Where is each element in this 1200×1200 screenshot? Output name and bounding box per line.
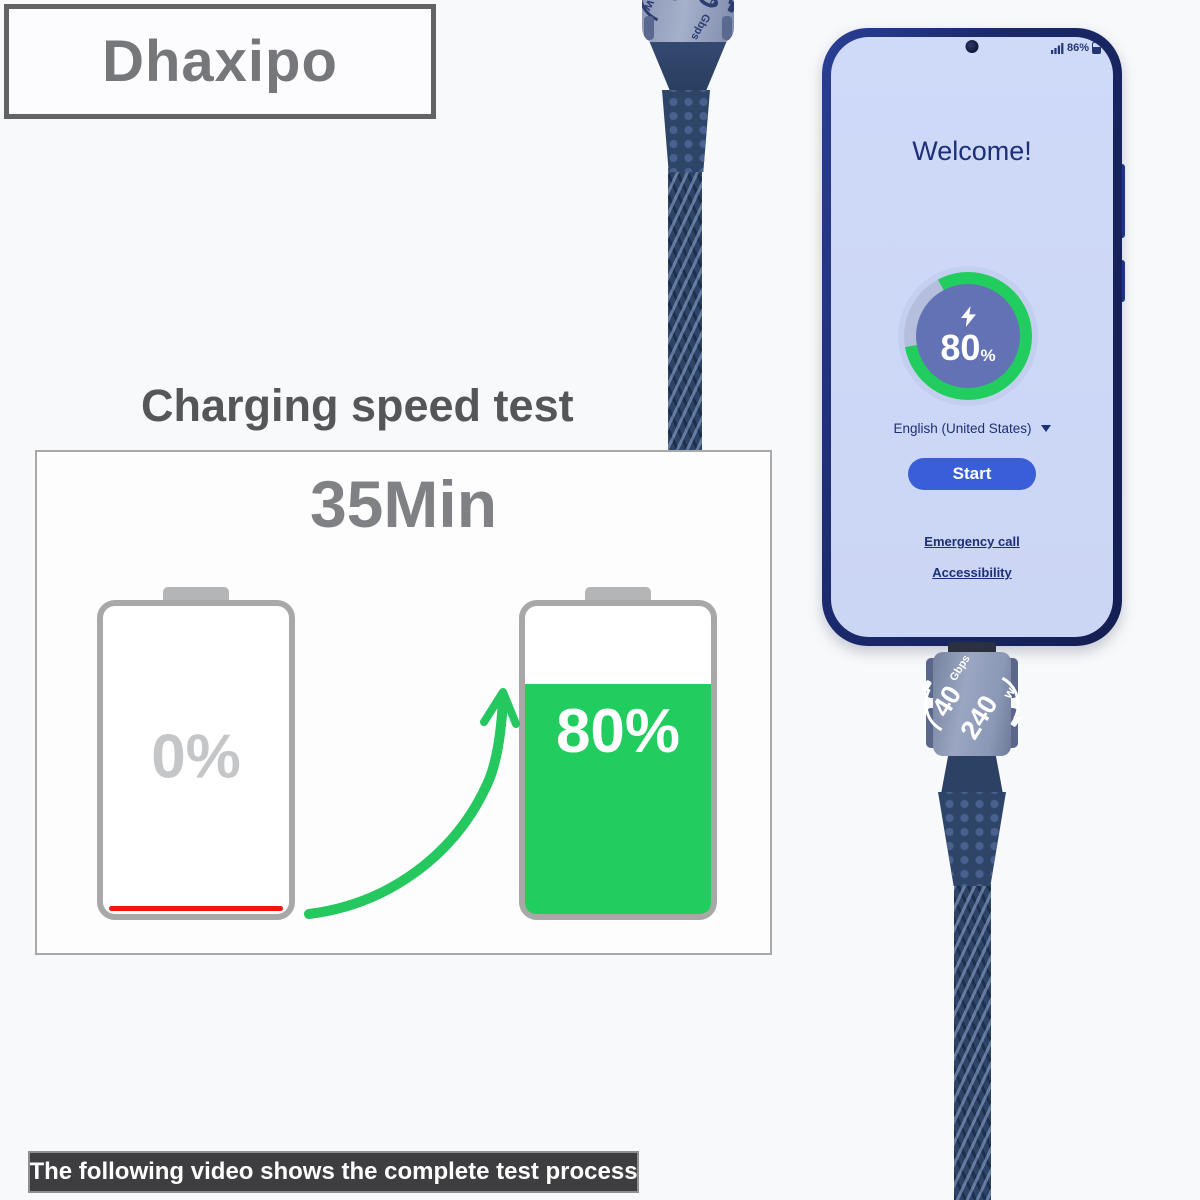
battery-terminal	[163, 587, 229, 601]
charge-percent: 80 %	[940, 330, 995, 366]
connector-label-bottom: 40 Gbps 240 w	[922, 653, 1021, 744]
test-result-box: 35Min 0% 80%	[35, 450, 772, 955]
battery-low-level-bar	[109, 906, 283, 911]
battery-after: 80%	[519, 587, 717, 920]
battery-terminal	[585, 587, 651, 601]
plug-glyph-icon	[922, 680, 932, 692]
charge-unit: %	[980, 346, 996, 365]
phone-screen: 86% Welcome! 80 % English (United States…	[831, 37, 1113, 637]
charge-disc: 80 %	[916, 284, 1020, 388]
lightning-bolt-icon	[960, 306, 976, 327]
punch-hole-camera	[965, 40, 979, 53]
plug-glyph-icon	[1010, 715, 1021, 727]
plug-glyph-icon	[727, 1, 734, 13]
language-selector[interactable]: English (United States)	[831, 421, 1113, 436]
status-battery-percent: 86%	[1066, 42, 1089, 54]
section-heading: Charging speed test	[141, 380, 574, 431]
curved-arrow-icon	[1001, 676, 1020, 720]
brand-name: Dhaxipo	[102, 29, 338, 94]
curved-arrow-icon	[924, 688, 943, 732]
status-bar: 86%	[1050, 40, 1101, 54]
language-label: English (United States)	[893, 421, 1032, 436]
speed-unit: Gbps	[688, 12, 712, 42]
strain-relief-flare-bottom	[941, 754, 1003, 794]
accessibility-link[interactable]: Accessibility	[932, 565, 1012, 580]
battery-after-percent: 80%	[555, 697, 681, 766]
signal-bars-icon	[1050, 42, 1064, 54]
phone: 86% Welcome! 80 % English (United States…	[822, 28, 1122, 646]
charge-duration: 35Min	[309, 467, 498, 541]
battery-before-percent: 0%	[151, 722, 241, 792]
phone-volume-button	[1119, 164, 1125, 238]
caret-down-icon	[1040, 425, 1051, 432]
usb-c-connector-bottom	[933, 652, 1011, 756]
usb-c-connector-top: 40 Gbps 240 w SC	[642, 0, 734, 44]
connector-label-top: 40 Gbps 240 w	[642, 0, 734, 42]
footer-caption: The following video shows the complete t…	[29, 1158, 638, 1185]
power-value: 240	[654, 0, 702, 6]
strain-relief-top	[662, 90, 710, 172]
battery-before: 0%	[97, 587, 295, 920]
charge-value: 80	[940, 327, 981, 368]
braided-cable-top	[668, 168, 702, 454]
phone-power-button	[1119, 260, 1125, 302]
emergency-call-link[interactable]: Emergency call	[924, 534, 1020, 549]
speed-unit: Gbps	[948, 653, 973, 683]
battery-icon	[1092, 40, 1101, 54]
battery-charge-fill: 80%	[525, 684, 711, 914]
brand-logo-box: Dhaxipo	[4, 4, 436, 119]
connector-rib	[644, 16, 654, 40]
strain-relief-taper-top	[649, 42, 727, 92]
welcome-text: Welcome!	[912, 136, 1032, 166]
connector-rib	[722, 16, 732, 40]
braided-cable-bottom	[954, 884, 991, 1200]
strain-relief-bottom	[938, 792, 1006, 886]
charge-progress-ring: 80 %	[904, 272, 1032, 400]
start-button[interactable]: Start	[908, 458, 1036, 490]
footer-caption-bar: The following video shows the complete t…	[28, 1151, 639, 1193]
